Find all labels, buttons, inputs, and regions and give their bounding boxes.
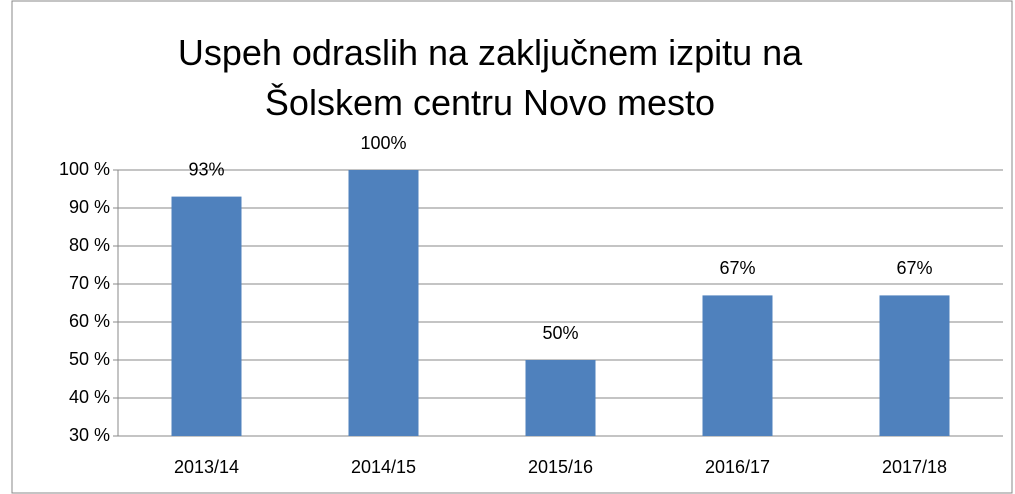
data-label: 67% <box>719 258 755 278</box>
chart-border <box>11 0 1013 494</box>
data-label: 100% <box>360 133 406 153</box>
x-tick-label: 2013/14 <box>174 457 239 477</box>
bar <box>171 196 242 436</box>
bar <box>348 170 419 436</box>
y-tick-label: 30 % <box>69 425 110 445</box>
y-tick-label: 80 % <box>69 235 110 255</box>
x-tick-label: 2017/18 <box>882 457 947 477</box>
data-label: 50% <box>542 323 578 343</box>
x-tick-label: 2016/17 <box>705 457 770 477</box>
y-tick-label: 50 % <box>69 349 110 369</box>
y-tick-label: 100 % <box>59 159 110 179</box>
chart-title: Uspeh odraslih na zaključnem izpitu na Š… <box>177 32 803 123</box>
y-tick-label: 90 % <box>69 197 110 217</box>
data-label: 67% <box>896 258 932 278</box>
bar <box>525 360 596 436</box>
y-tick-label: 60 % <box>69 311 110 331</box>
data-label: 93% <box>188 159 224 179</box>
x-tick-label: 2014/15 <box>351 457 416 477</box>
bar <box>702 295 773 436</box>
y-tick-label: 70 % <box>69 273 110 293</box>
y-tick-label: 40 % <box>69 387 110 407</box>
x-tick-label: 2015/16 <box>528 457 593 477</box>
bar <box>879 295 950 436</box>
